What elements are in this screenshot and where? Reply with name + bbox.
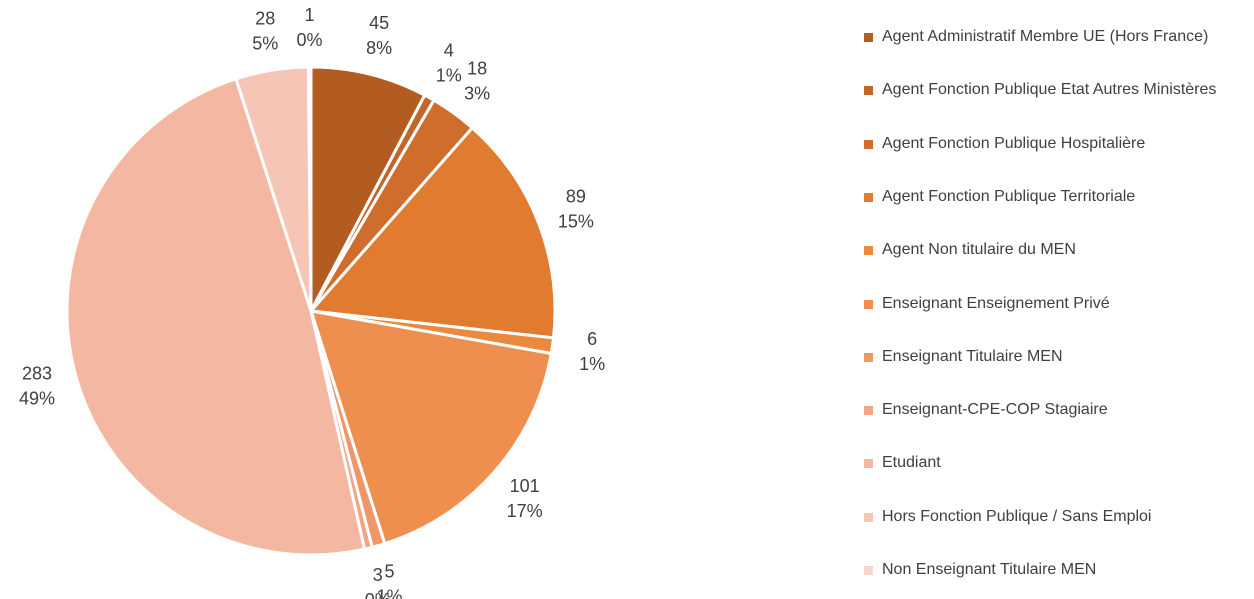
pie-slice [308,309,554,546]
data-label-percent: 49% [19,389,55,409]
data-label: 10% [296,5,322,50]
legend-label: Non Enseignant Titulaire MEN [882,561,1097,578]
data-label-percent: 0% [365,590,391,599]
data-label-percent: 17% [507,501,543,521]
legend-label: Enseignant Titulaire MEN [882,347,1063,365]
legend-swatch [864,566,873,575]
legend-item: Enseignant Enseignement Privé [864,294,1244,314]
legend-label: Enseignant Enseignement Privé [882,294,1110,312]
legend-swatch [864,406,873,416]
legend-item: Agent Fonction Publique Etat Autres Mini… [864,80,1244,100]
data-label-percent: 5% [252,33,278,53]
data-label-value: 5 [385,562,395,582]
legend-label: Agent Fonction Publique Territoriale [882,187,1136,205]
data-label-value: 45 [369,13,389,33]
legend-swatch [864,86,873,96]
data-label-value: 283 [22,364,52,384]
legend-label: Enseignant-CPE-COP Stagiaire [882,401,1108,419]
legend-item: Hors Fonction Publique / Sans Emploi [864,507,1244,527]
legend-label: Hors Fonction Publique / Sans Emploi [882,507,1152,525]
legend-item: Etudiant [864,453,1244,473]
legend-label: Agent Fonction Publique Etat Autres Mini… [882,81,1217,99]
legend-item: Agent Fonction Publique Hospitalière [864,134,1244,154]
legend-swatch [864,139,873,149]
legend-swatch [864,459,873,469]
data-label-percent: 1% [436,65,462,85]
chart: 458%41%183%8915%61%10117%51%30%28349%285… [19,5,605,599]
data-label-value: 101 [510,476,540,496]
data-label-percent: 1% [377,587,403,599]
data-label: 41% [436,40,462,85]
data-label-percent: 8% [366,38,392,58]
data-label-value: 18 [467,58,487,78]
pie-slice [306,65,313,312]
data-label: 61% [579,329,605,374]
legend-label: Agent Administratif Membre UE (Hors Fran… [882,28,1209,45]
legend-label: Etudiant [882,454,941,472]
legend-item: Enseignant-CPE-COP Stagiaire [864,400,1244,420]
legend-label: Agent Fonction Publique Hospitalière [882,134,1146,152]
legend-swatch [864,33,873,42]
data-label: 458% [366,13,392,58]
legend-swatch [864,352,873,362]
data-label-value: 4 [444,40,454,60]
pie-slice [65,76,367,557]
legend-label: Agent Non titulaire du MEN [882,241,1076,259]
data-label-percent: 0% [296,30,322,50]
legend-swatch [864,299,873,309]
pie-slice [309,65,427,312]
data-label-percent: 3% [464,83,490,103]
data-label-value: 1 [304,5,314,25]
legend-item: Non Enseignant Titulaire MEN [864,560,1244,580]
legend-item: Agent Administratif Membre UE (Hors Fran… [864,27,1244,47]
data-label-value: 89 [566,186,586,206]
legend-item: Enseignant Titulaire MEN [864,347,1244,367]
legend-swatch [864,246,873,256]
data-label-percent: 15% [558,211,594,231]
legend-item: Agent Non titulaire du MEN [864,240,1244,260]
legend-swatch [864,192,873,202]
pie-slice [307,125,557,340]
data-label: 183% [464,58,490,103]
data-label-value: 28 [255,8,275,28]
data-label: 51% [377,562,403,599]
data-label: 3 0% [365,565,391,599]
data-label-value: 3 [373,565,383,585]
data-label-value: 6 [587,329,597,349]
data-label-percent: 1% [579,354,605,374]
legend-swatch [864,512,873,522]
data-label: 285% [252,8,278,53]
legend-item: Agent Fonction Publique Territoriale [864,187,1244,207]
